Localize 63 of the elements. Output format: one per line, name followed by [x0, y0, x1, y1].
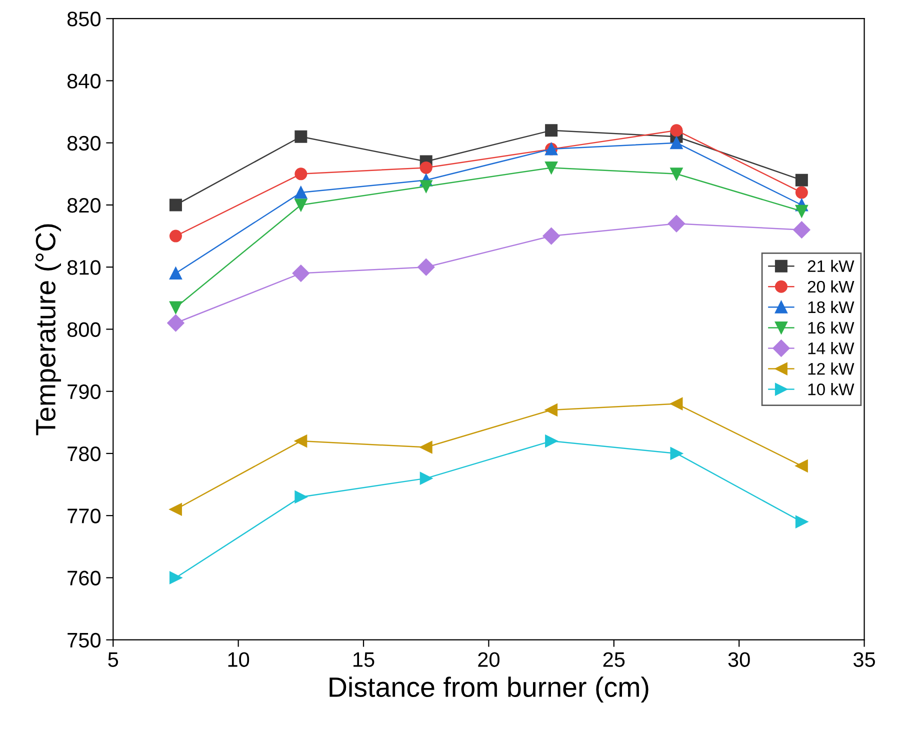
point — [545, 434, 558, 448]
y-tick-label: 840 — [67, 74, 101, 88]
legend-label: 18 kW — [808, 300, 854, 314]
point — [420, 180, 432, 193]
point — [795, 460, 808, 472]
x-tick-label: 35 — [853, 652, 875, 667]
point — [420, 472, 432, 485]
y-tick-label: 750 — [68, 632, 101, 648]
point — [795, 204, 808, 218]
point — [294, 130, 308, 143]
y-tick-label: 790 — [68, 384, 101, 400]
point — [294, 168, 308, 180]
point — [670, 447, 683, 460]
point — [169, 503, 182, 516]
point — [420, 441, 432, 454]
point — [169, 198, 182, 212]
point — [670, 168, 683, 180]
point — [169, 230, 182, 242]
point — [670, 136, 683, 150]
point — [169, 301, 182, 314]
point — [545, 124, 558, 137]
x-tick-label: 25 — [603, 652, 625, 667]
x-axis-title: Distance from burner (cm) — [330, 676, 648, 703]
point — [542, 227, 560, 245]
y-tick-label: 830 — [67, 136, 101, 151]
x-tick-label: 30 — [728, 652, 750, 667]
point — [294, 186, 308, 199]
point — [795, 174, 808, 186]
legend-label: 20 kW — [808, 280, 854, 293]
legend-label: 21 kW — [808, 260, 854, 272]
y-tick-label: 770 — [68, 508, 101, 524]
point — [545, 404, 558, 416]
legend-label: 10 kW — [808, 383, 854, 396]
point — [294, 490, 308, 504]
point — [418, 258, 435, 276]
point — [670, 398, 683, 410]
y-tick-label: 820 — [67, 198, 101, 213]
x-tick-label: 20 — [478, 652, 500, 667]
y-tick-label: 810 — [67, 260, 101, 275]
point — [420, 161, 432, 174]
legend-label: 16 kW — [808, 321, 854, 334]
legend-label: 14 kW — [808, 342, 854, 354]
y-tick-label: 780 — [68, 446, 101, 462]
legend-label: 12 kW — [808, 362, 854, 375]
y-tick-label: 800 — [67, 322, 101, 337]
point — [294, 198, 308, 212]
y-axis-title: Temperature (°C) — [35, 224, 62, 436]
x-tick-label: 15 — [354, 652, 374, 667]
point — [169, 267, 182, 280]
point — [793, 221, 810, 238]
y-tick-label: 760 — [68, 570, 101, 586]
y-tick-label: 850 — [67, 12, 101, 26]
point — [167, 314, 184, 332]
point — [795, 186, 808, 199]
point — [169, 571, 182, 584]
point — [795, 516, 808, 528]
point — [294, 434, 308, 448]
x-tick-label: 10 — [228, 652, 250, 667]
point — [292, 264, 310, 282]
x-tick-label: 5 — [108, 652, 118, 667]
point — [545, 161, 558, 174]
point — [670, 124, 683, 137]
point — [668, 215, 686, 232]
